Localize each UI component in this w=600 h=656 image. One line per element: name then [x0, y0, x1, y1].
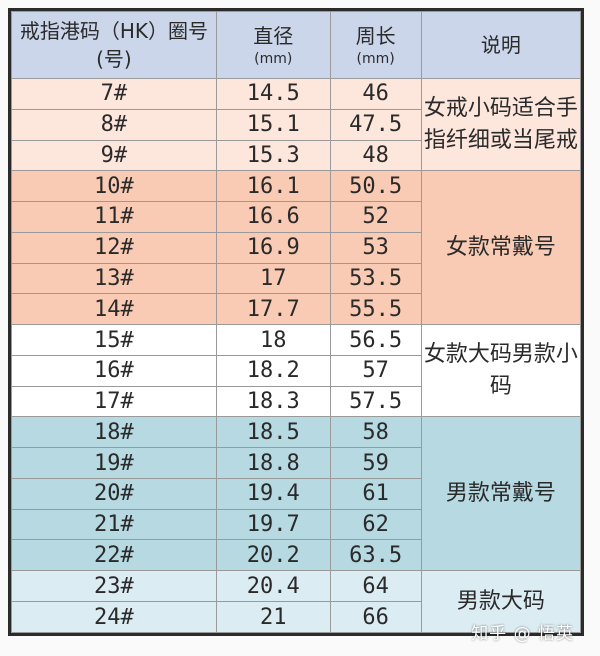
- size-cell: 15#: [12, 325, 217, 356]
- diameter-cell: 17.7: [216, 294, 330, 325]
- circumference-cell: 57.5: [330, 386, 421, 417]
- note-cell: 女款大码男款小码: [421, 325, 580, 417]
- diameter-cell: 19.4: [216, 478, 330, 509]
- circumference-cell: 62: [330, 509, 421, 540]
- table-header-row: 戒指港码（HK）圈号(号) 直径 (mm) 周长 (mm) 说明: [12, 12, 581, 79]
- size-cell: 13#: [12, 263, 217, 294]
- size-cell: 7#: [12, 79, 217, 110]
- diameter-cell: 18.2: [216, 355, 330, 386]
- circumference-cell: 58: [330, 417, 421, 448]
- diameter-cell: 20.2: [216, 540, 330, 571]
- diameter-cell: 17: [216, 263, 330, 294]
- circumference-cell: 56.5: [330, 325, 421, 356]
- circumference-cell: 63.5: [330, 540, 421, 571]
- circumference-cell: 61: [330, 478, 421, 509]
- diameter-cell: 16.6: [216, 202, 330, 233]
- size-cell: 24#: [12, 602, 217, 633]
- size-cell: 17#: [12, 386, 217, 417]
- diameter-cell: 15.3: [216, 140, 330, 171]
- diameter-cell: 19.7: [216, 509, 330, 540]
- note-cell: 男款常戴号: [421, 417, 580, 571]
- size-cell: 16#: [12, 355, 217, 386]
- diameter-cell: 21: [216, 602, 330, 633]
- table-row: 10# 16.1 50.5 女款常戴号: [12, 171, 581, 202]
- size-cell: 14#: [12, 294, 217, 325]
- table-row: 7# 14.5 46 女戒小码适合手指纤细或当尾戒: [12, 79, 581, 110]
- diameter-cell: 18: [216, 325, 330, 356]
- circumference-cell: 46: [330, 79, 421, 110]
- circumference-cell: 55.5: [330, 294, 421, 325]
- size-cell: 12#: [12, 232, 217, 263]
- diameter-cell: 18.5: [216, 417, 330, 448]
- size-cell: 21#: [12, 509, 217, 540]
- diameter-header-label: 直径: [253, 24, 293, 48]
- diameter-cell: 18.3: [216, 386, 330, 417]
- ring-size-table-frame: 戒指港码（HK）圈号(号) 直径 (mm) 周长 (mm) 说明 7# 14.5…: [8, 8, 584, 636]
- table-row: 15# 18 56.5 女款大码男款小码: [12, 325, 581, 356]
- diameter-cell: 20.4: [216, 571, 330, 602]
- circumference-cell: 52: [330, 202, 421, 233]
- size-cell: 11#: [12, 202, 217, 233]
- diameter-cell: 15.1: [216, 109, 330, 140]
- diameter-cell: 16.1: [216, 171, 330, 202]
- size-cell: 8#: [12, 109, 217, 140]
- circumference-header: 周长 (mm): [330, 12, 421, 79]
- size-cell: 23#: [12, 571, 217, 602]
- ring-size-table: 戒指港码（HK）圈号(号) 直径 (mm) 周长 (mm) 说明 7# 14.5…: [11, 11, 581, 633]
- circumference-unit: (mm): [331, 50, 421, 68]
- circumference-cell: 66: [330, 602, 421, 633]
- circumference-cell: 47.5: [330, 109, 421, 140]
- circumference-cell: 53.5: [330, 263, 421, 294]
- note-header-label: 说明: [481, 33, 521, 57]
- table-row: 23# 20.4 64 男款大码: [12, 571, 581, 602]
- circumference-cell: 57: [330, 355, 421, 386]
- note-cell: 女款常戴号: [421, 171, 580, 325]
- diameter-cell: 14.5: [216, 79, 330, 110]
- size-cell: 10#: [12, 171, 217, 202]
- size-header-label: 戒指港码（HK）圈号(号): [20, 19, 208, 71]
- watermark: 知乎 @ 悟英: [471, 619, 574, 644]
- diameter-unit: (mm): [217, 50, 330, 68]
- circumference-cell: 64: [330, 571, 421, 602]
- size-cell: 19#: [12, 448, 217, 479]
- size-cell: 20#: [12, 478, 217, 509]
- diameter-cell: 18.8: [216, 448, 330, 479]
- circumference-cell: 50.5: [330, 171, 421, 202]
- size-cell: 9#: [12, 140, 217, 171]
- diameter-cell: 16.9: [216, 232, 330, 263]
- circumference-header-label: 周长: [356, 24, 396, 48]
- circumference-cell: 53: [330, 232, 421, 263]
- circumference-cell: 59: [330, 448, 421, 479]
- size-cell: 18#: [12, 417, 217, 448]
- note-header: 说明: [421, 12, 580, 79]
- diameter-header: 直径 (mm): [216, 12, 330, 79]
- table-row: 18# 18.5 58 男款常戴号: [12, 417, 581, 448]
- note-cell: 女戒小码适合手指纤细或当尾戒: [421, 79, 580, 171]
- size-header: 戒指港码（HK）圈号(号): [12, 12, 217, 79]
- size-cell: 22#: [12, 540, 217, 571]
- circumference-cell: 48: [330, 140, 421, 171]
